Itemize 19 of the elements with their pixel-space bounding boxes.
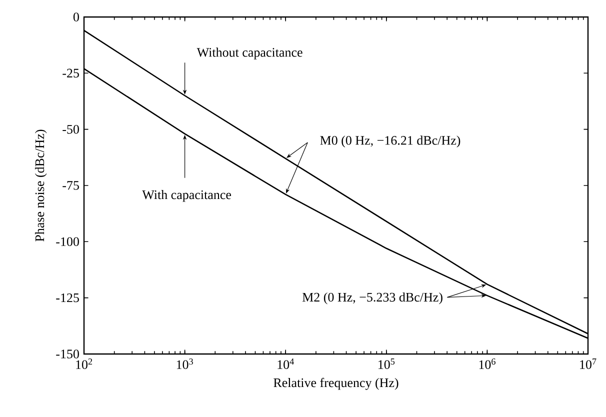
y-tick-label: -75 <box>62 181 79 190</box>
y-tick-label: -100 <box>56 237 79 246</box>
annotation: Without capacitance <box>196 48 302 60</box>
annotation: M2 (0 Hz, −5.233 dBc/Hz) <box>302 292 442 304</box>
x-tick-label: 10$^{2}$ <box>76 358 92 370</box>
x-tick-label: 10$^{5}$ <box>378 358 395 369</box>
y-tick-label: -25 <box>62 68 79 78</box>
x-tick-label: 10$^{3}$ <box>176 358 193 370</box>
y-tick-label: -50 <box>62 124 79 134</box>
x-tick-label: 10$^{7}$ <box>580 358 596 369</box>
y-tick-label: 0 <box>73 12 79 22</box>
x-axis-title: Relative frequency (Hz) <box>274 378 398 390</box>
annotation: M0 (0 Hz, −16.21 dBc/Hz) <box>320 136 460 148</box>
y-tick-label: -150 <box>56 350 79 358</box>
x-tick-label: 10$^{6}$ <box>479 358 496 370</box>
y-tick-label: -125 <box>56 293 79 302</box>
annotation: With capacitance <box>142 190 232 202</box>
x-tick-label: 10$^{4}$ <box>278 358 294 369</box>
y-axis-title: Phase noise (dBc/Hz) <box>34 130 47 242</box>
